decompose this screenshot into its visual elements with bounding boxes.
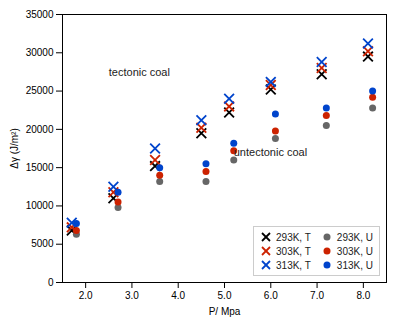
svg-text:5000: 5000 — [31, 238, 54, 249]
svg-text:0: 0 — [48, 277, 54, 288]
svg-text:7.0: 7.0 — [310, 290, 324, 301]
html-text:313K, T: 313K, T — [276, 259, 311, 271]
html-text:293K, U: 293K, U — [336, 231, 373, 243]
svg-text:10000: 10000 — [26, 200, 54, 211]
svg-text:2.0: 2.0 — [79, 290, 93, 301]
svg-text:P/ Mpa: P/ Mpa — [209, 306, 241, 317]
html-text:293K, T: 293K, T — [276, 231, 311, 243]
svg-text:35000: 35000 — [26, 9, 54, 20]
svg-text:30000: 30000 — [26, 47, 54, 58]
svg-text:tectonic coal: tectonic coal — [109, 66, 170, 78]
svg-text:Δγ (J/m²): Δγ (J/m²) — [9, 128, 20, 169]
svg-text:3.0: 3.0 — [125, 290, 139, 301]
html-text:313K, U: 313K, U — [336, 259, 373, 271]
svg-text:untectonic coal: untectonic coal — [234, 146, 307, 158]
svg-text:6.0: 6.0 — [264, 290, 278, 301]
svg-text:8.0: 8.0 — [356, 290, 370, 301]
svg-text:15000: 15000 — [26, 162, 54, 173]
svg-text:20000: 20000 — [26, 124, 54, 135]
svg-text:5.0: 5.0 — [218, 290, 232, 301]
html-text:303K, U: 303K, U — [336, 245, 373, 257]
svg-text:25000: 25000 — [26, 85, 54, 96]
svg-text:4.0: 4.0 — [171, 290, 185, 301]
html-text:303K, T: 303K, T — [276, 245, 311, 257]
